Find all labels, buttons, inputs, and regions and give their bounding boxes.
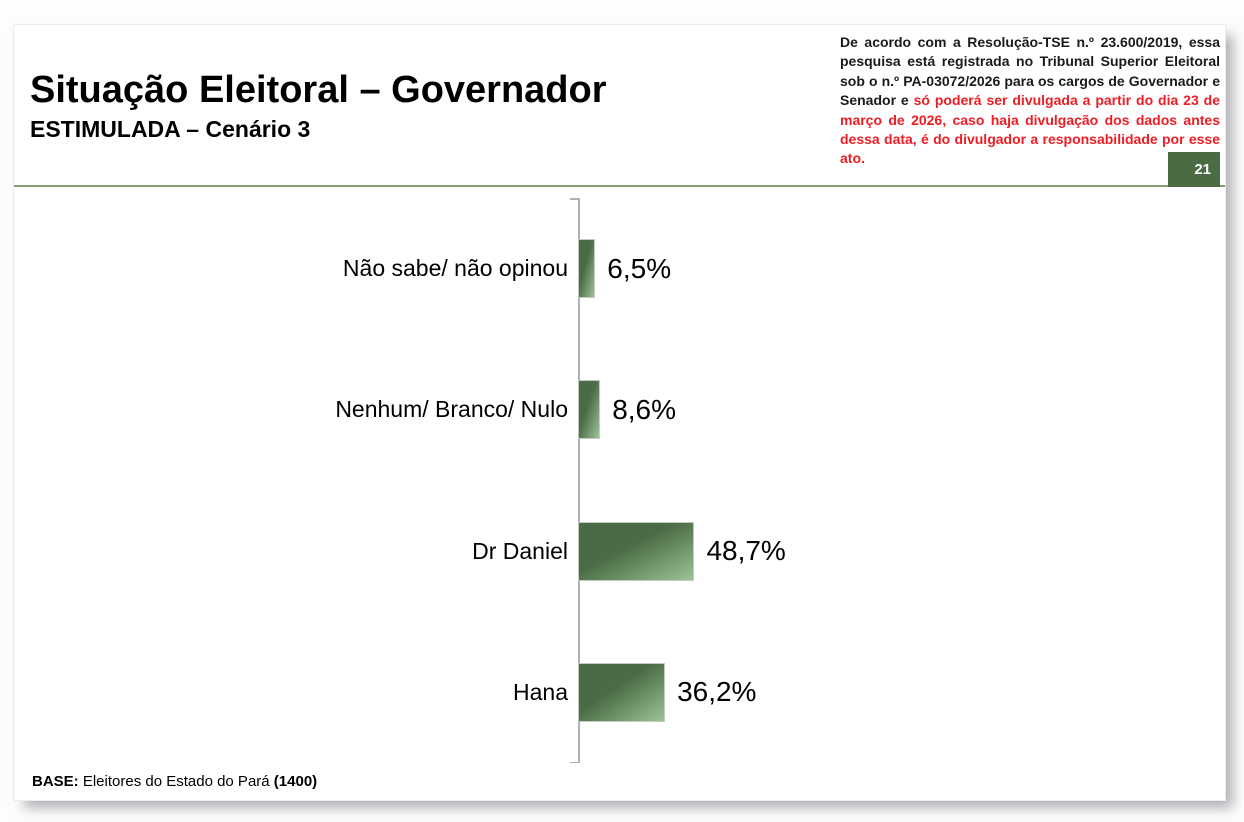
chart-row: Hana 36,2% (14, 622, 1225, 763)
page-number: 21 (1194, 161, 1211, 178)
disclaimer-black-text: De acordo com a Resolução-TSE n.º 23.600… (840, 34, 1220, 109)
bar (578, 662, 666, 722)
value-label: 6,5% (607, 252, 672, 284)
category-label: Não sabe/ não opinou (342, 255, 568, 282)
chart-row: Nenhum/ Branco/ Nulo 8,6% (14, 339, 1225, 480)
slide: Situação Eleitoral – Governador ESTIMULA… (14, 25, 1225, 800)
value-label: 36,2% (677, 676, 757, 708)
page-subtitle: ESTIMULADA – Cenário 3 (30, 115, 311, 142)
bar (578, 239, 596, 299)
category-label: Hana (513, 678, 568, 705)
disclaimer-red-text: só poderá ser divulgada a partir do dia … (840, 92, 1220, 167)
title-block: Situação Eleitoral – Governador ESTIMULA… (30, 69, 730, 143)
base-note: BASE: Eleitores do Estado do Pará (1400) (32, 773, 317, 790)
chart-row: Dr Daniel 48,7% (14, 481, 1225, 622)
base-text: Eleitores do Estado do Pará (78, 773, 274, 790)
value-label: 48,7% (706, 535, 786, 567)
tse-disclaimer: De acordo com a Resolução-TSE n.º 23.600… (840, 33, 1220, 169)
axis-tick-top (570, 198, 578, 200)
axis-tick-bottom (570, 761, 578, 763)
page-title: Situação Eleitoral – Governador (30, 69, 607, 111)
base-count: (1400) (273, 773, 318, 790)
chart-row: Não sabe/ não opinou 6,5% (14, 198, 1225, 339)
page-number-badge: 21 (1168, 152, 1220, 187)
base-label: BASE: (32, 773, 79, 790)
value-label: 8,6% (612, 393, 677, 425)
category-label: Dr Daniel (472, 537, 568, 564)
bar-chart: Não sabe/ não opinou 6,5% Nenhum/ Branco/ … (14, 198, 1225, 763)
category-label: Nenhum/ Branco/ Nulo (335, 396, 568, 423)
header-divider-line (14, 185, 1225, 187)
chart-axis-line (570, 198, 580, 763)
bar (578, 521, 695, 581)
bar (578, 380, 601, 440)
